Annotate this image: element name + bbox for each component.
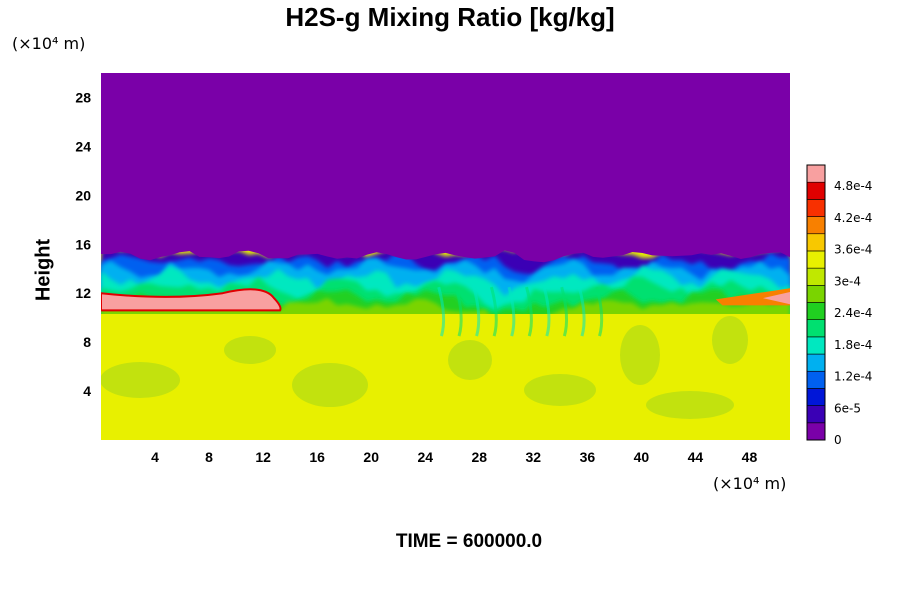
high-concentration-band-right [715, 288, 790, 306]
colorbar-swatch [806, 267, 826, 286]
colorbar-swatch [806, 233, 826, 252]
texture-swirl [224, 336, 276, 364]
y-axis-unit: (×10⁴ m) [12, 34, 86, 53]
colorbar-swatch [806, 388, 826, 406]
y-tick-label: 12 [75, 285, 91, 301]
texture-swirl [712, 316, 748, 364]
plume-streak [454, 286, 463, 337]
colorbar-swatch [806, 199, 826, 217]
x-tick-label: 44 [688, 449, 704, 465]
colorbar-tick-label: 1.8e-4 [834, 338, 872, 352]
colorbar-swatch [806, 164, 826, 183]
colorbar: 0 6e-5 1.2e-4 1.8e-4 2.4e-4 3e-4 3.6e-4 4.2e-4 4… [806, 164, 872, 447]
y-tick-label: 28 [75, 89, 91, 105]
plume-streak [489, 286, 498, 337]
plot-area [101, 73, 790, 440]
texture-swirl [646, 391, 734, 419]
colorbar-frame [806, 164, 826, 441]
y-tick-label: 20 [75, 187, 91, 203]
colorbar-swatch [806, 285, 826, 303]
colorbar-tick-label: 2.4e-4 [834, 306, 872, 320]
plume-streak [507, 286, 516, 337]
plume-streak [525, 286, 533, 337]
colorbar-tick-label: 0 [834, 433, 842, 447]
y-tick-label: 8 [83, 334, 91, 350]
colorbar-swatch [806, 216, 826, 235]
colorbar-swatch [806, 302, 826, 320]
colorbar-tick-label: 3.6e-4 [834, 243, 872, 257]
texture-swirl [101, 362, 180, 398]
x-tick-label: 4 [151, 449, 159, 465]
x-tick-label: 12 [255, 449, 271, 465]
y-tick-label: 24 [75, 138, 91, 154]
texture-swirl [448, 340, 492, 380]
colorbar-tick-label: 4.8e-4 [834, 179, 872, 193]
texture-swirl [524, 374, 596, 406]
y-tick-label: 4 [83, 383, 91, 399]
x-tick-label: 40 [634, 449, 650, 465]
colorbar-swatch [806, 405, 826, 424]
colorbar-swatch [806, 422, 826, 441]
y-tick-label: 16 [75, 236, 91, 252]
chart-title: H2S-g Mixing Ratio [kg/kg] [285, 2, 615, 32]
texture-swirl [292, 363, 368, 407]
high-concentration-band [101, 288, 282, 312]
x-tick-label: 36 [580, 449, 596, 465]
colorbar-swatch [806, 336, 826, 355]
colorbar-tick-label: 6e-5 [834, 401, 861, 415]
colorbar-tick-label: 4.2e-4 [834, 211, 872, 225]
colorbar-swatch [806, 319, 826, 338]
plume-streak [560, 286, 569, 337]
lower-layer-cover [101, 313, 790, 440]
plume-streak [595, 286, 604, 337]
x-tick-label: 24 [417, 449, 433, 465]
time-label: TIME = 600000.0 [395, 531, 543, 552]
colorbar-tick-label: 3e-4 [834, 274, 861, 288]
x-tick-label: 20 [363, 449, 379, 465]
x-axis-ticks: 4 8 12 16 20 24 28 32 36 40 44 48 [151, 449, 757, 465]
x-tick-label: 28 [471, 449, 487, 465]
plume-streak [437, 286, 446, 337]
colorbar-swatch [806, 353, 826, 372]
plume-streak [472, 286, 481, 337]
x-tick-label: 8 [205, 449, 213, 465]
colorbar-tick-label: 1.2e-4 [834, 370, 872, 384]
y-axis-ticks: 4 8 12 16 20 24 28 [75, 89, 91, 399]
x-tick-label: 48 [742, 449, 758, 465]
colorbar-swatch [806, 370, 826, 389]
colorbar-swatch [806, 250, 826, 269]
colorbar-swatch [806, 181, 826, 200]
plume-streak [577, 286, 586, 337]
x-tick-label: 16 [309, 449, 325, 465]
upper-layer [101, 73, 790, 263]
x-axis-unit: (×10⁴ m) [713, 474, 787, 493]
texture-swirl [620, 325, 660, 385]
plume-streak [542, 286, 551, 337]
high-concentration-band-right-core [762, 291, 790, 305]
x-tick-label: 32 [526, 449, 542, 465]
